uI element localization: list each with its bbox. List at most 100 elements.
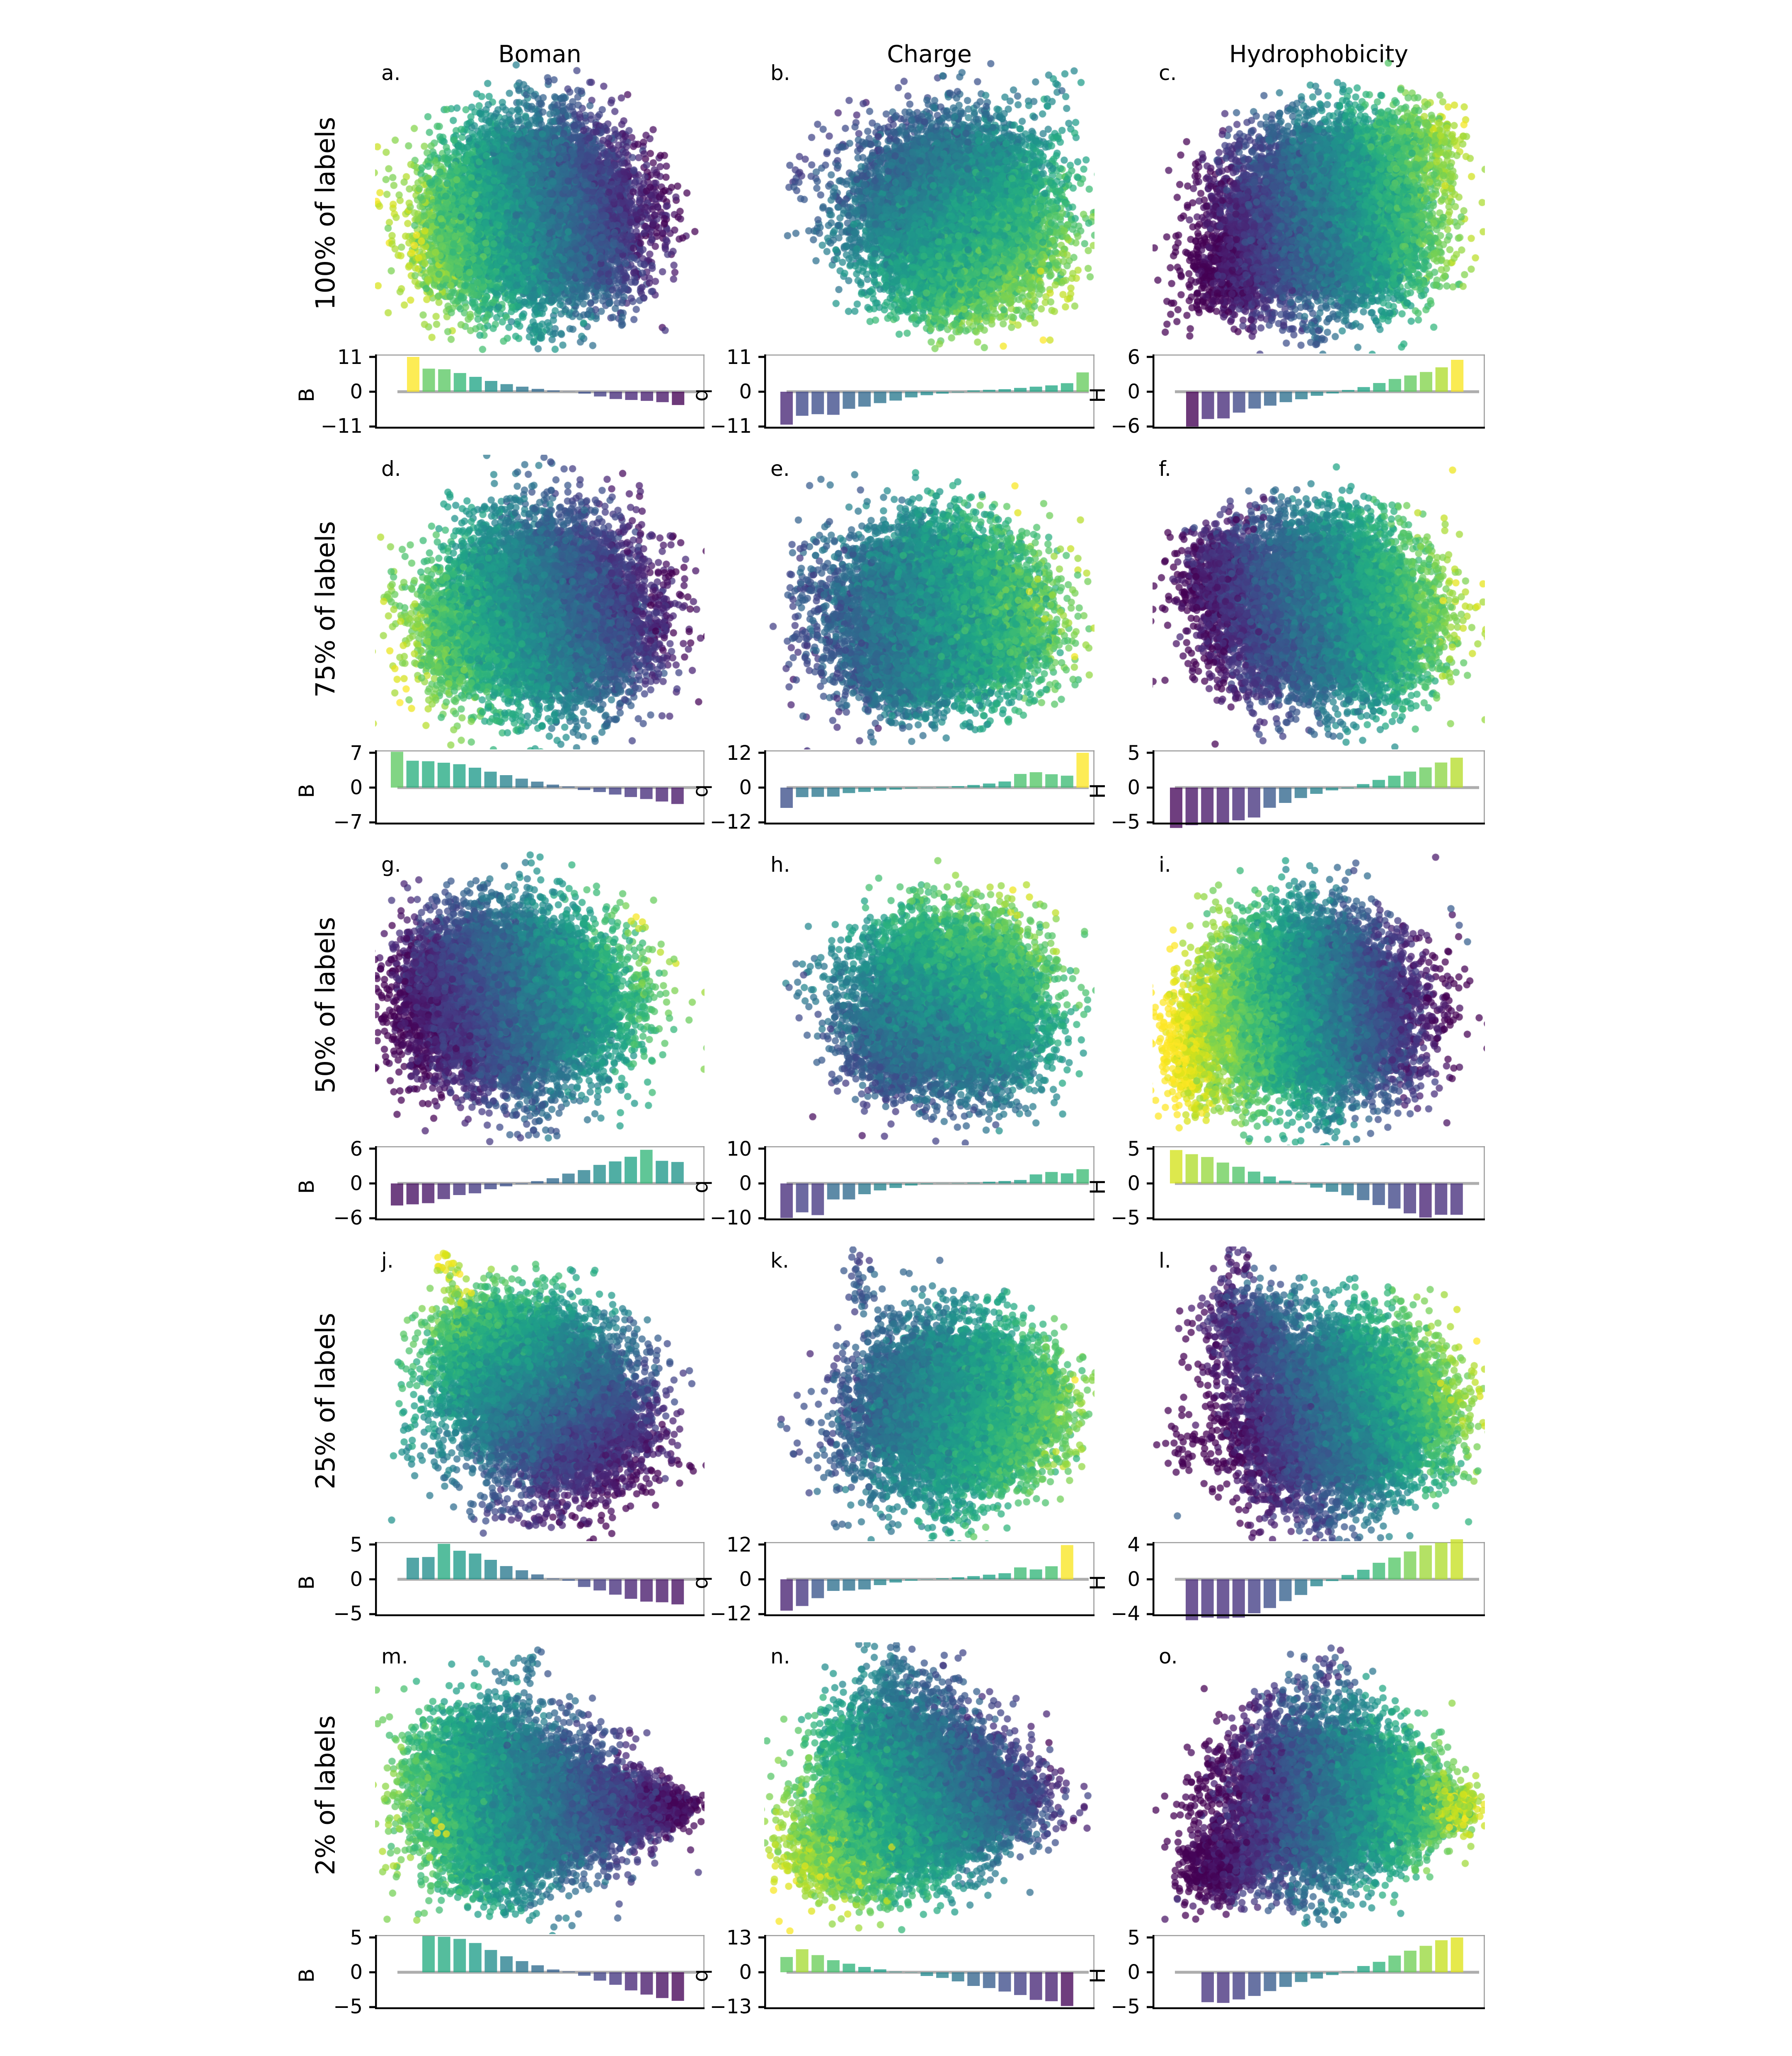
bar	[1061, 1972, 1073, 2006]
bar	[453, 373, 466, 392]
bar-chart-h	[758, 1146, 1095, 1221]
bar	[780, 788, 793, 808]
bar-chart-b	[758, 354, 1095, 429]
bar	[1294, 788, 1307, 798]
bar	[594, 392, 607, 397]
bar-ytick-top: 5	[350, 1926, 363, 1949]
bar	[609, 1972, 622, 1985]
scatter-plot-h	[764, 851, 1095, 1145]
bar	[562, 1971, 575, 1972]
bar	[391, 752, 403, 788]
row-label-2pct: 2% of labels	[310, 1715, 341, 1875]
bar-ytick-bottom: −10	[710, 1206, 752, 1229]
bar	[625, 1579, 637, 1599]
bar	[1248, 1171, 1260, 1183]
bar	[1419, 1183, 1432, 1218]
bar	[905, 1183, 918, 1186]
bar	[843, 1579, 855, 1591]
bar	[1045, 1172, 1058, 1183]
bar	[469, 1553, 482, 1579]
bar-ytick-top: 12	[726, 1533, 752, 1557]
bar	[983, 1972, 995, 1988]
scatter-plot-b	[764, 59, 1095, 354]
bar-chart-a	[369, 354, 705, 429]
bar-ylabel: B	[295, 388, 319, 402]
bar	[578, 1579, 591, 1587]
scatter-plot-n	[764, 1642, 1095, 1934]
bar	[593, 1972, 606, 1981]
bar	[422, 1183, 435, 1203]
bar	[827, 1579, 840, 1591]
bar-ytick-zero: 0	[1127, 1961, 1140, 1984]
bar	[1326, 1183, 1338, 1192]
bar-ytick-bottom: −13	[710, 1995, 752, 2018]
bar	[858, 1967, 871, 1972]
bar	[1170, 788, 1182, 828]
bar-ytick-top: 6	[350, 1137, 363, 1161]
bar	[1029, 1569, 1042, 1579]
bar	[1263, 788, 1276, 808]
bar-ytick-zero: 0	[350, 1961, 363, 1984]
bar	[1435, 762, 1448, 788]
bar	[827, 788, 840, 797]
bar	[484, 1560, 497, 1579]
bar	[1233, 392, 1245, 413]
bar	[516, 1570, 528, 1579]
scatter-plot-a	[375, 59, 705, 354]
bar	[1248, 392, 1261, 409]
bar-ytick-bottom: −5	[1111, 1995, 1140, 2018]
bar	[905, 392, 918, 398]
scatter-plot-f	[1153, 455, 1485, 749]
bar	[1279, 1579, 1292, 1601]
bar	[1061, 776, 1073, 788]
bar-ytick-top: 13	[726, 1926, 752, 1949]
bar	[1372, 780, 1385, 788]
bar	[780, 392, 793, 425]
bar	[874, 1183, 886, 1190]
bar	[1201, 1579, 1214, 1618]
bar	[874, 1969, 886, 1972]
bar-ytick-top: 11	[337, 346, 363, 369]
bar-ytick-zero: 0	[739, 380, 752, 403]
bar-ytick-zero: 0	[350, 380, 363, 403]
bar	[1357, 1569, 1370, 1579]
bar-chart-l	[1147, 1539, 1485, 1620]
bar	[562, 786, 575, 788]
bar	[1404, 771, 1416, 788]
bar	[811, 788, 824, 797]
bar-chart-d	[369, 750, 705, 825]
bar	[1435, 1940, 1448, 1972]
bar	[889, 1579, 902, 1583]
bar	[656, 1972, 668, 1998]
bar-ytick-top: 5	[1127, 1137, 1140, 1161]
bar	[1342, 390, 1354, 392]
bar	[858, 1579, 871, 1590]
bar	[1419, 767, 1432, 788]
bar	[484, 1950, 497, 1972]
bar	[640, 1149, 653, 1183]
bar-ylabel: H	[1086, 1179, 1110, 1195]
bar	[905, 1972, 918, 1973]
bar	[547, 390, 560, 392]
bar	[531, 1181, 544, 1183]
bar	[1388, 379, 1401, 392]
bar-ytick-zero: 0	[1127, 1568, 1140, 1591]
bar	[609, 392, 622, 399]
bar-ytick-top: 4	[1127, 1533, 1140, 1557]
bar	[1170, 1150, 1182, 1183]
bar	[920, 1183, 933, 1184]
bar-ytick-top: 5	[1127, 1926, 1140, 1949]
bar	[516, 386, 529, 392]
bar-ytick-top: 6	[1127, 346, 1140, 369]
bar-ytick-zero: 0	[1127, 776, 1140, 799]
bar	[625, 788, 637, 797]
bar-ytick-top: 7	[350, 742, 363, 765]
bar	[1029, 1174, 1042, 1183]
bar	[827, 1183, 840, 1200]
bar	[827, 392, 840, 415]
bar-ytick-top: 10	[726, 1137, 752, 1161]
bar	[1248, 1579, 1261, 1613]
bar	[1216, 1162, 1229, 1183]
bar	[562, 1173, 575, 1183]
bar-ytick-top: 11	[726, 346, 752, 369]
